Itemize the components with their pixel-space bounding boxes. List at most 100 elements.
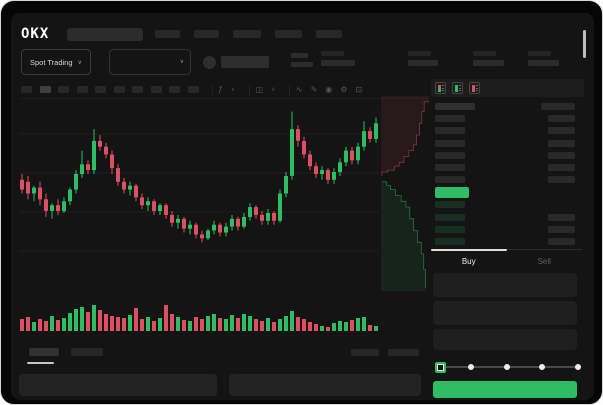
pair-dropdown[interactable]: ∨ bbox=[109, 49, 191, 75]
amount-placeholder bbox=[548, 225, 575, 233]
bottom-right-control-placeholder[interactable] bbox=[388, 349, 419, 356]
mode-lines bbox=[442, 85, 444, 91]
slider-stop-dot[interactable] bbox=[503, 364, 510, 370]
nav-item-placeholder[interactable] bbox=[275, 30, 302, 38]
bid-row[interactable] bbox=[433, 212, 584, 224]
orderbook-mode-bids-only-icon[interactable] bbox=[452, 82, 463, 94]
chevron-down-icon: ∨ bbox=[179, 59, 184, 65]
timeframe-button-placeholder[interactable] bbox=[95, 86, 106, 93]
ask-row[interactable] bbox=[433, 113, 584, 125]
order-input-placeholder[interactable] bbox=[433, 273, 577, 297]
slider-stop-dot[interactable] bbox=[539, 364, 546, 370]
ticker-stat-placeholder bbox=[528, 51, 559, 66]
ask-row[interactable] bbox=[433, 150, 584, 162]
stat-value-placeholder bbox=[473, 60, 504, 66]
indicators-icon[interactable]: ƒ bbox=[218, 84, 223, 94]
scrollbar-thumb[interactable] bbox=[583, 30, 586, 58]
timeframe-button-placeholder[interactable] bbox=[169, 86, 180, 93]
timeframe-button-placeholder[interactable] bbox=[187, 86, 199, 93]
bid-row[interactable] bbox=[433, 224, 584, 236]
draw-tool-icon[interactable]: ✎ bbox=[310, 84, 318, 94]
order-input-placeholder[interactable] bbox=[433, 301, 577, 325]
mode-color-column bbox=[454, 84, 458, 92]
chart-bottom-tabs bbox=[21, 348, 429, 368]
okx-logo[interactable]: OKX bbox=[21, 26, 50, 42]
amount-slider[interactable] bbox=[435, 361, 581, 373]
ask-row[interactable] bbox=[433, 174, 584, 186]
last-price-highlight[interactable] bbox=[435, 187, 469, 199]
amount-placeholder bbox=[548, 176, 575, 184]
chevron-down-icon[interactable]: ∨ bbox=[271, 86, 276, 93]
price-placeholder bbox=[435, 213, 465, 221]
ask-row[interactable] bbox=[433, 125, 584, 137]
bid-row[interactable] bbox=[433, 199, 584, 211]
chevron-down-icon[interactable]: ∨ bbox=[230, 86, 236, 93]
tab-buy[interactable]: Buy bbox=[461, 256, 476, 266]
nav-item-placeholder[interactable] bbox=[194, 30, 219, 38]
timeframe-button-placeholder[interactable] bbox=[39, 86, 51, 93]
coin-icon bbox=[203, 56, 216, 69]
toolbar-divider: | bbox=[288, 84, 291, 95]
orderbook bbox=[433, 101, 584, 248]
nav-item-placeholder[interactable] bbox=[155, 30, 180, 38]
timeframe-button-placeholder[interactable] bbox=[132, 86, 143, 93]
timeframe-button-placeholder[interactable] bbox=[113, 86, 125, 93]
tab-sell[interactable]: Sell bbox=[537, 256, 551, 266]
price-placeholder bbox=[435, 127, 465, 135]
ask-row[interactable] bbox=[433, 138, 584, 150]
price-placeholder bbox=[435, 139, 465, 147]
market-type-label: Spot Trading bbox=[30, 57, 73, 67]
bottom-panel-right bbox=[229, 374, 421, 396]
fullscreen-icon[interactable]: ⊡ bbox=[355, 84, 363, 94]
price-info-placeholder bbox=[291, 53, 313, 67]
timeframe-button-placeholder[interactable] bbox=[58, 86, 69, 93]
slider-stop-dot[interactable] bbox=[467, 364, 474, 370]
amount-placeholder bbox=[541, 103, 575, 110]
nav-item-placeholder[interactable] bbox=[233, 30, 261, 38]
submit-order-button[interactable] bbox=[433, 381, 577, 398]
toolbar-divider: | bbox=[248, 84, 251, 95]
orderbook-mode-combined-book-icon[interactable] bbox=[435, 82, 446, 94]
bid-row[interactable] bbox=[433, 236, 584, 248]
ticker-row: Spot Trading ∨ ∨ bbox=[21, 49, 584, 77]
amount-placeholder bbox=[548, 127, 575, 135]
ask-row[interactable] bbox=[433, 162, 584, 174]
active-tab-underline bbox=[27, 362, 54, 364]
volume-bars bbox=[20, 305, 378, 331]
line-tool-icon[interactable]: ∿ bbox=[295, 84, 303, 94]
price-placeholder bbox=[435, 237, 465, 245]
order-panel: Buy Sell bbox=[431, 13, 586, 400]
stat-label-placeholder bbox=[528, 51, 551, 56]
order-form-fields bbox=[433, 273, 577, 354]
market-type-selector[interactable]: Spot Trading ∨ bbox=[21, 49, 91, 75]
mode-color-column bbox=[471, 84, 475, 92]
orderbook-mode-asks-only-icon[interactable] bbox=[469, 82, 480, 94]
nav-items bbox=[155, 30, 342, 38]
stat-label-placeholder bbox=[408, 51, 431, 56]
timeframe-button-placeholder[interactable] bbox=[21, 86, 32, 93]
nav-item-placeholder[interactable] bbox=[316, 30, 342, 38]
trade-tabs: Buy Sell bbox=[431, 249, 582, 268]
bottom-right-control-placeholder[interactable] bbox=[351, 349, 379, 356]
amount-placeholder bbox=[548, 115, 575, 123]
slider-stop-dot[interactable] bbox=[575, 364, 581, 370]
price-placeholder bbox=[435, 163, 465, 171]
timeframe-button-placeholder[interactable] bbox=[76, 86, 88, 93]
search-input[interactable] bbox=[67, 27, 143, 41]
camera-icon[interactable]: ◉ bbox=[325, 84, 333, 94]
bottom-tab-placeholder[interactable] bbox=[71, 348, 103, 356]
mode-color-column bbox=[437, 84, 441, 92]
bottom-tab-active-placeholder[interactable] bbox=[29, 348, 59, 356]
ticker-stat-placeholder bbox=[321, 51, 355, 66]
amount-placeholder bbox=[548, 163, 575, 171]
bottom-panel-left bbox=[19, 374, 217, 396]
timeframe-button-placeholder[interactable] bbox=[150, 86, 162, 93]
candlestick-chart[interactable] bbox=[19, 96, 379, 291]
settings-icon[interactable]: ⚙ bbox=[340, 84, 348, 94]
orderbook-header-row[interactable] bbox=[433, 101, 584, 113]
slider-handle[interactable] bbox=[435, 362, 446, 373]
trading-app-card: OKX Spot Trading ∨ ∨ bbox=[11, 13, 594, 400]
candle-style-icon[interactable]: ◫ bbox=[255, 84, 264, 94]
price-placeholder bbox=[435, 201, 465, 209]
order-input-placeholder[interactable] bbox=[433, 329, 577, 350]
